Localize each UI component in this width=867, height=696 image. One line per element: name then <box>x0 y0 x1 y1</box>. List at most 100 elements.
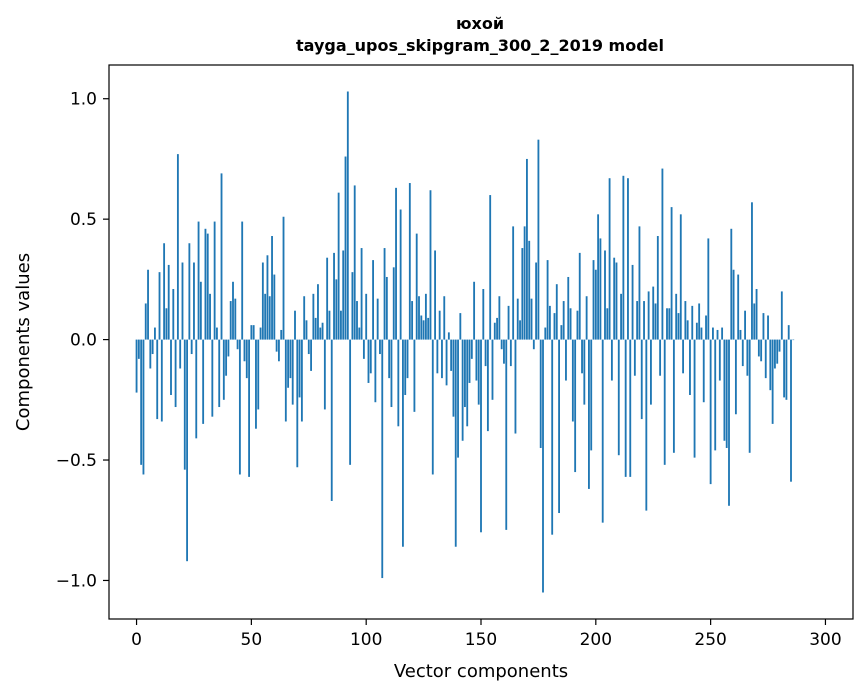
bar <box>436 339 439 374</box>
bar <box>294 310 296 340</box>
x-tick-label: 300 <box>809 630 841 650</box>
bar <box>333 252 335 340</box>
bar <box>445 339 448 386</box>
bar <box>344 156 347 340</box>
bar <box>199 281 202 340</box>
bar <box>280 329 283 340</box>
bar <box>284 339 287 422</box>
bar <box>406 339 409 379</box>
bar <box>211 339 214 417</box>
bar <box>666 308 668 340</box>
bar <box>443 296 446 340</box>
bar <box>303 296 306 340</box>
bar <box>266 255 269 340</box>
bar <box>645 339 648 511</box>
bar <box>404 339 407 395</box>
bar <box>682 339 684 374</box>
bar <box>629 339 632 477</box>
bar <box>783 339 786 398</box>
bar <box>482 289 485 340</box>
bar <box>739 329 742 340</box>
bar <box>287 339 290 388</box>
bar <box>367 339 370 383</box>
bar <box>351 272 354 340</box>
bar <box>229 301 232 340</box>
bar <box>581 339 583 374</box>
bar <box>560 325 563 340</box>
x-tick-label: 50 <box>241 630 263 650</box>
bar <box>337 192 340 340</box>
bar <box>310 339 312 371</box>
bar <box>296 339 299 468</box>
bar <box>170 339 172 395</box>
bar <box>615 262 618 340</box>
bar <box>195 339 198 439</box>
bar <box>250 325 253 340</box>
bar <box>500 339 503 350</box>
bar <box>245 339 248 379</box>
bar <box>234 298 237 340</box>
bar <box>521 248 524 340</box>
bar <box>307 339 310 355</box>
y-tick-label: −1.0 <box>56 571 97 591</box>
bar <box>183 339 186 470</box>
bar <box>340 310 342 340</box>
bar <box>606 308 609 340</box>
bar <box>705 315 707 340</box>
bar <box>762 313 765 340</box>
bar <box>663 339 666 465</box>
bar <box>585 296 588 340</box>
bar <box>241 221 244 340</box>
bar <box>537 139 540 340</box>
bar <box>569 308 572 340</box>
bar <box>163 243 166 340</box>
bar <box>590 339 593 451</box>
bar <box>562 301 565 340</box>
bar <box>360 248 363 340</box>
bar <box>232 281 234 340</box>
bar <box>427 317 430 340</box>
bar <box>429 190 432 340</box>
bar <box>691 305 694 340</box>
bar <box>627 178 629 340</box>
bar <box>447 332 450 340</box>
bar <box>441 339 443 379</box>
bar <box>383 248 386 340</box>
bar <box>422 320 425 340</box>
bar <box>684 301 687 340</box>
bar <box>778 339 781 352</box>
bar <box>774 339 776 369</box>
bar <box>744 310 746 340</box>
bar <box>491 339 494 400</box>
bar <box>434 250 436 340</box>
bar <box>255 339 257 429</box>
bar <box>450 339 453 371</box>
x-tick-label: 250 <box>694 630 726 650</box>
bar <box>314 317 317 340</box>
bar <box>493 322 496 340</box>
bar <box>654 303 657 340</box>
x-tick-label: 0 <box>131 630 142 650</box>
bar <box>509 339 512 367</box>
bar <box>282 216 285 340</box>
bar <box>238 339 241 475</box>
bar <box>466 339 469 427</box>
bar <box>748 339 751 453</box>
bar <box>372 260 374 340</box>
bar <box>376 298 379 340</box>
bar <box>388 339 391 379</box>
y-axis: −1.0 −0.5 0.0 0.5 1.0 <box>56 90 109 591</box>
bar <box>317 284 319 340</box>
bar <box>516 298 519 340</box>
chart-subtitle: tayga_upos_skipgram_300_2_2019 model <box>296 36 664 55</box>
bar <box>480 339 482 533</box>
chart-title: юхой <box>456 14 504 33</box>
bar <box>362 339 365 359</box>
bar <box>574 339 577 473</box>
bar <box>695 322 698 340</box>
bar <box>661 168 664 340</box>
bar <box>526 158 528 340</box>
bar <box>227 339 230 357</box>
bar <box>496 317 498 340</box>
